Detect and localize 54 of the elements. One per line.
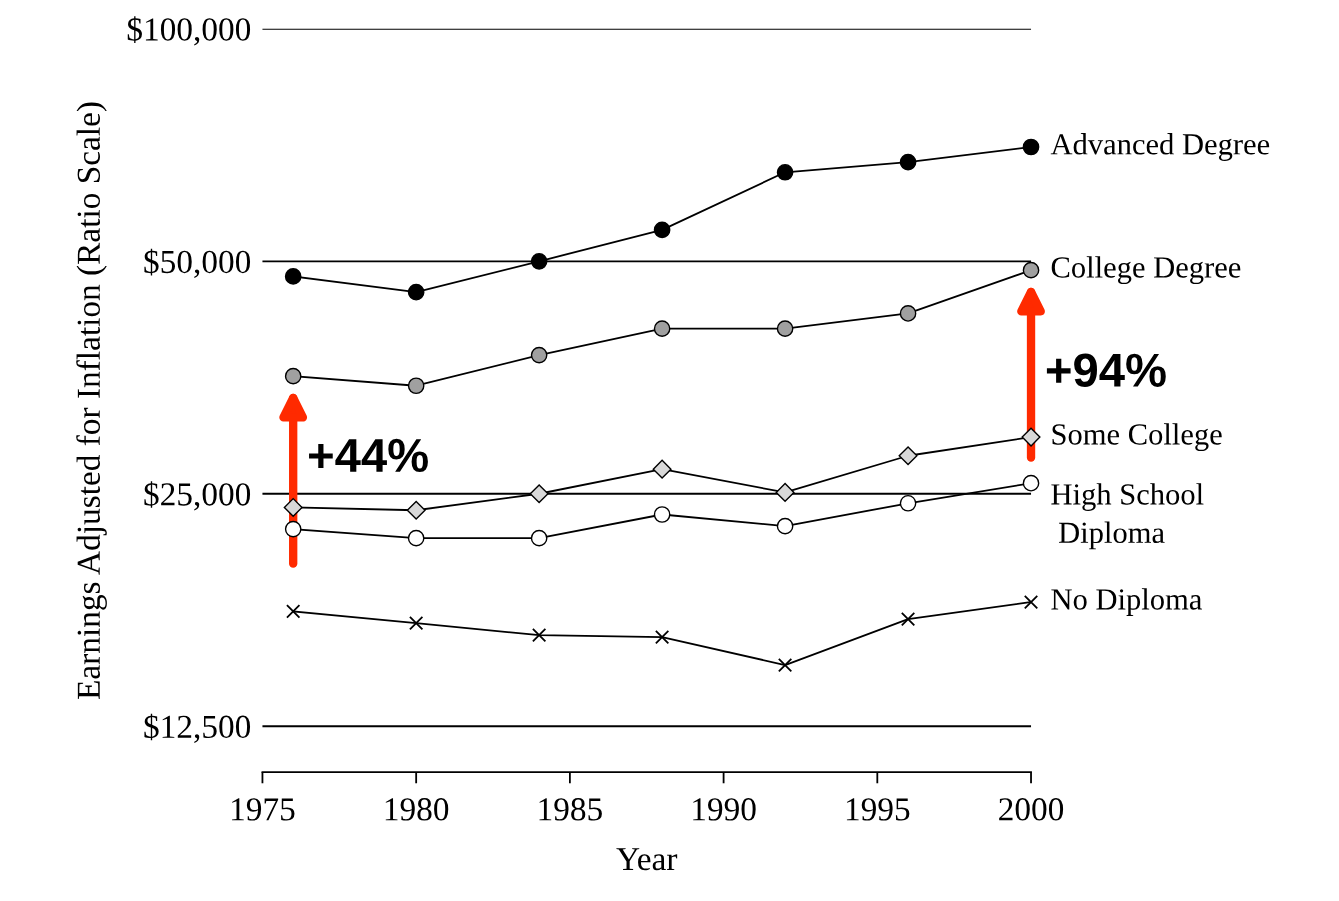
y-tick-label: $100,000 xyxy=(127,16,251,46)
point xyxy=(1021,427,1041,447)
point xyxy=(654,630,670,645)
point xyxy=(529,484,549,504)
y-tick-label: $12,500 xyxy=(144,713,251,743)
series-label: Advanced Degree xyxy=(1050,133,1270,161)
series-label: High School Diploma xyxy=(1051,483,1204,550)
point xyxy=(1022,261,1040,279)
x-tick-label: 1975 xyxy=(232,798,295,821)
point xyxy=(777,657,793,673)
point xyxy=(775,482,795,502)
point xyxy=(653,506,671,523)
point xyxy=(407,283,425,301)
point xyxy=(407,529,425,547)
x-tick-label: 2000 xyxy=(999,798,1064,821)
series-label: No Diploma xyxy=(1051,588,1202,616)
y-tick-label: $25,000 xyxy=(144,481,251,511)
point xyxy=(1022,138,1040,156)
point xyxy=(776,163,794,181)
x-tick-label: 1985 xyxy=(539,798,602,821)
point xyxy=(286,604,301,619)
point xyxy=(1023,594,1039,610)
point xyxy=(652,459,672,479)
point xyxy=(530,346,548,364)
point xyxy=(284,367,302,385)
point xyxy=(899,305,917,322)
point xyxy=(776,517,794,535)
point xyxy=(531,627,547,643)
point xyxy=(898,446,918,466)
point xyxy=(653,320,671,338)
point xyxy=(406,500,426,520)
y-tick-label: $50,000 xyxy=(144,248,251,278)
point xyxy=(1022,474,1040,492)
point xyxy=(407,377,425,395)
point xyxy=(530,529,548,547)
annotation: +44% xyxy=(309,438,428,473)
series-label: Some College xyxy=(1052,423,1222,452)
point xyxy=(899,153,917,171)
x-axis-title: Year xyxy=(616,848,678,871)
point xyxy=(900,612,916,627)
point xyxy=(284,520,302,538)
point xyxy=(653,221,671,239)
point xyxy=(409,615,424,631)
y-axis-title: Earnings Adjusted for Inflation (Ratio Scale) xyxy=(76,102,107,699)
series-label: College Degree xyxy=(1051,256,1241,285)
point xyxy=(899,494,917,512)
x-tick-label: 1990 xyxy=(693,798,756,821)
point xyxy=(776,320,794,338)
x-tick-label: 1995 xyxy=(846,798,910,821)
point xyxy=(284,268,302,285)
x-tick-label: 1980 xyxy=(385,798,449,821)
annotation: +94% xyxy=(1046,353,1166,387)
point xyxy=(530,252,548,270)
point xyxy=(283,497,303,517)
